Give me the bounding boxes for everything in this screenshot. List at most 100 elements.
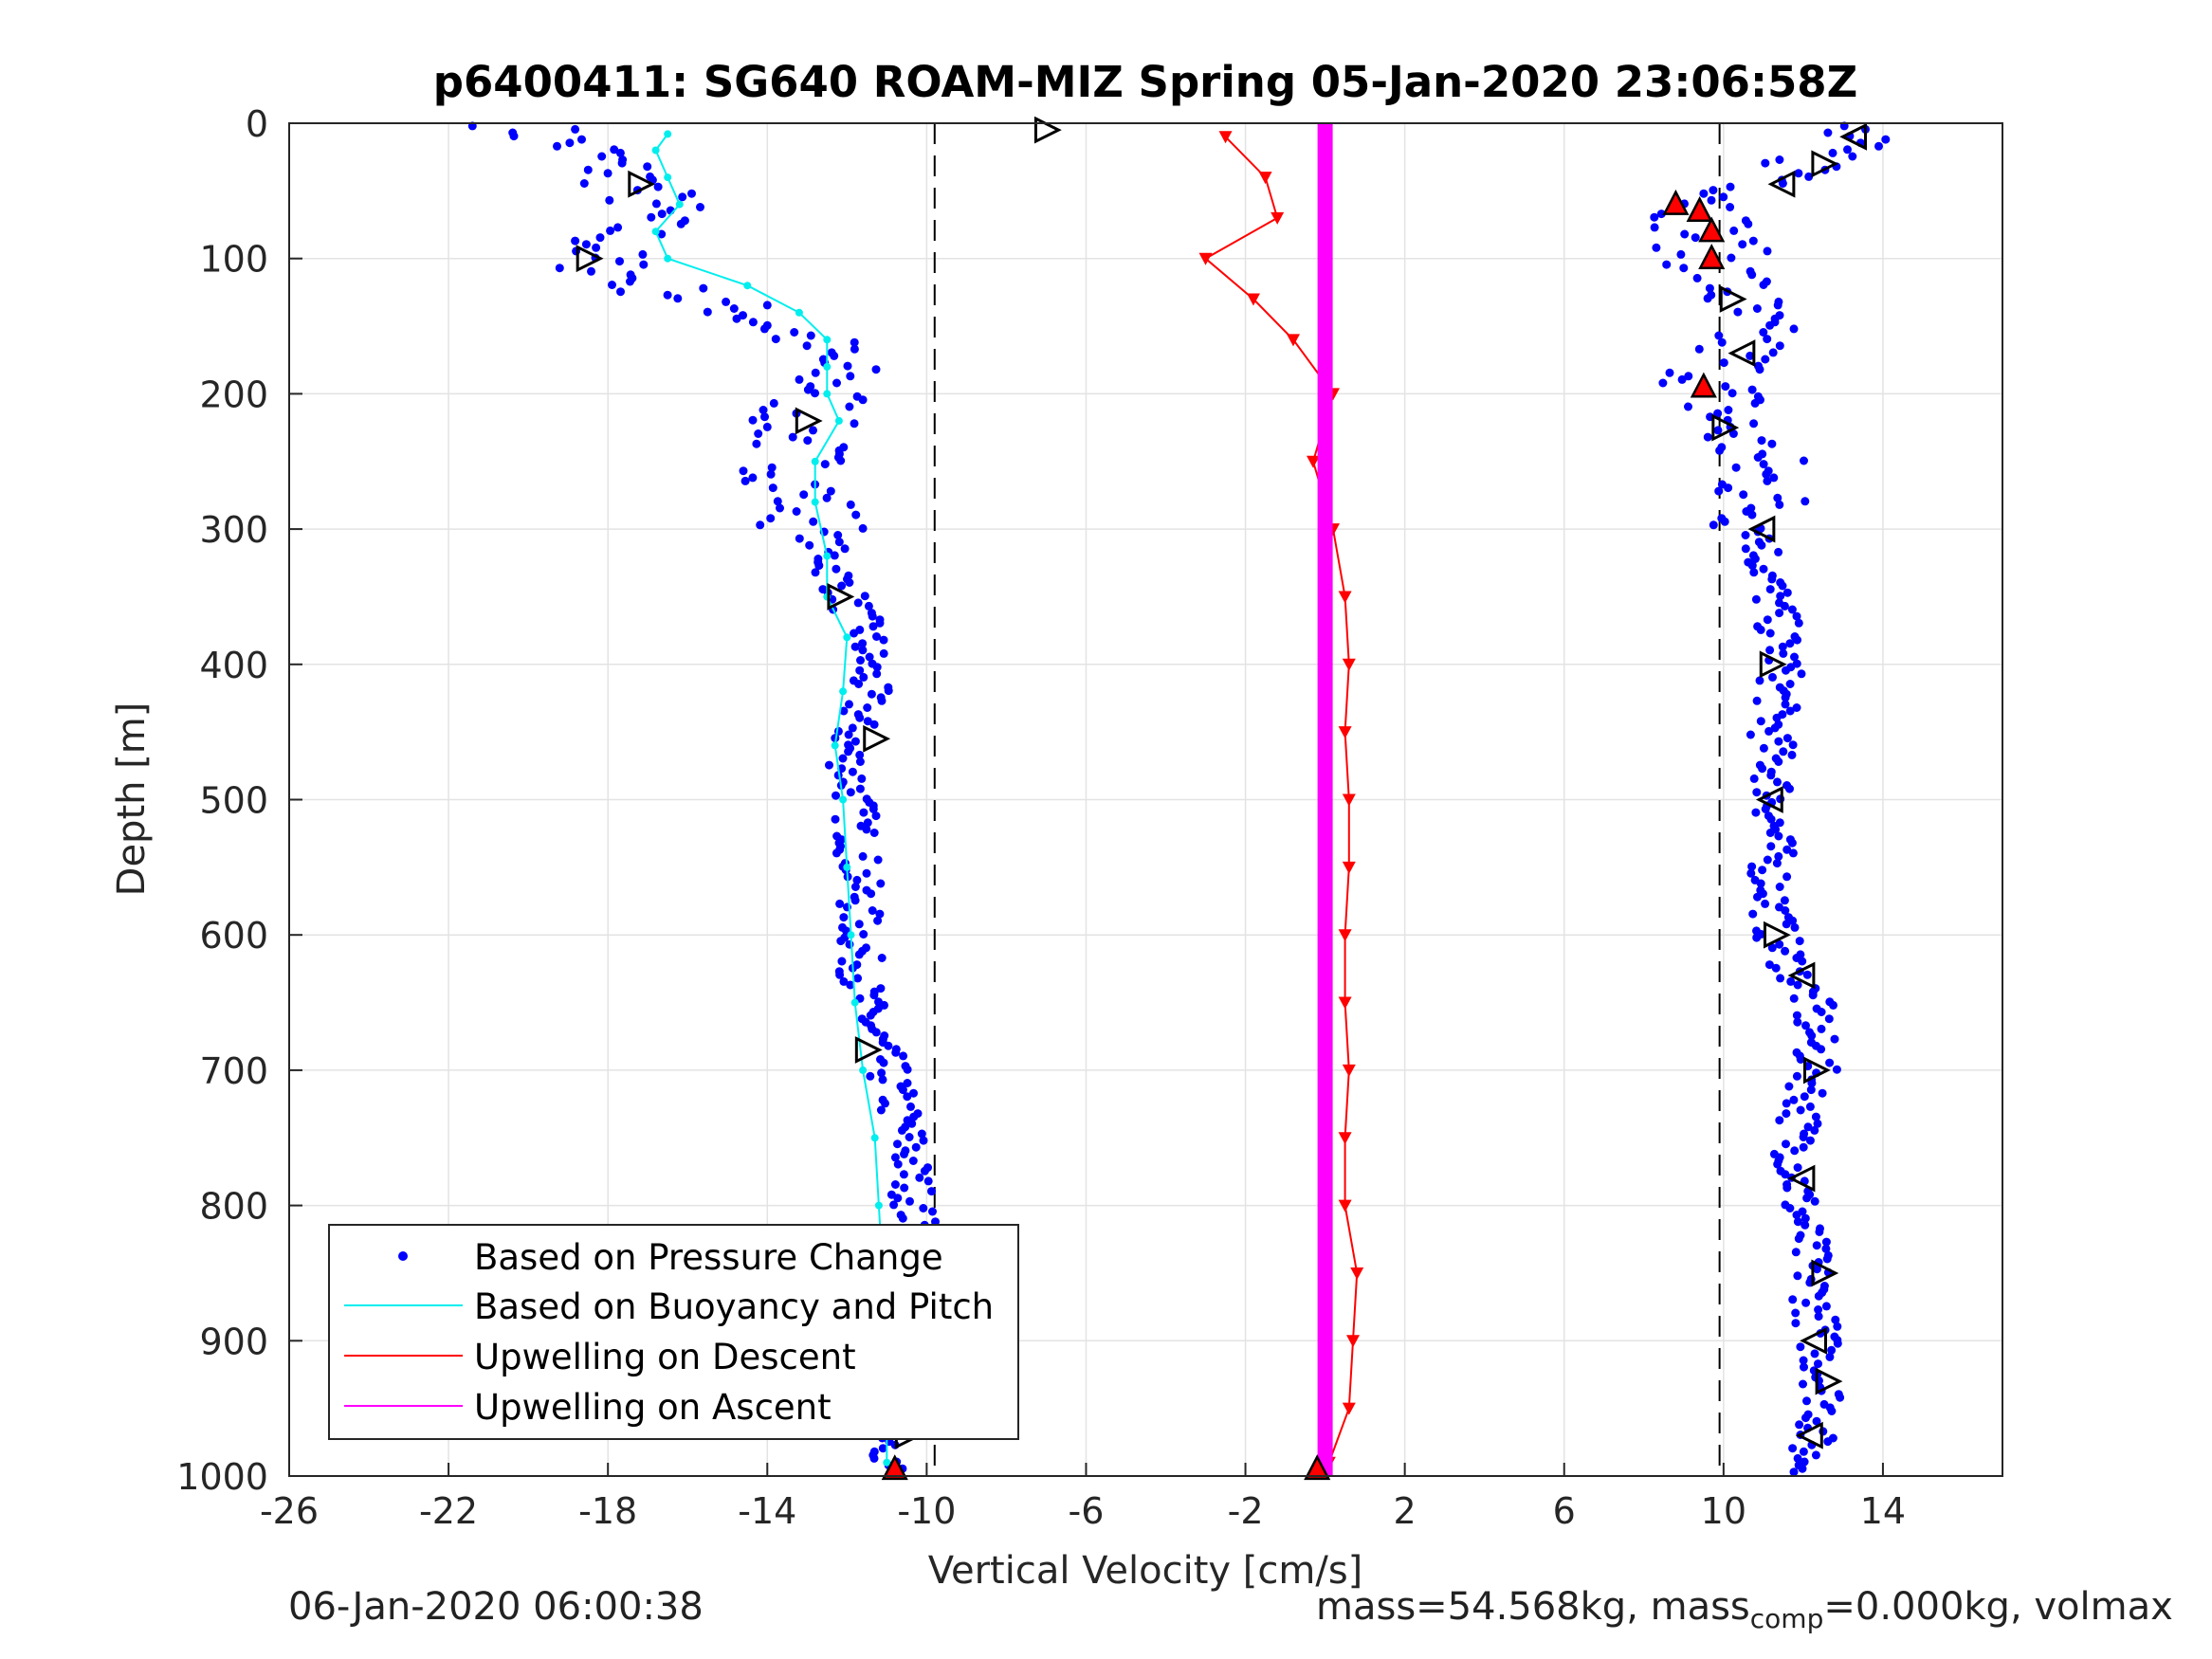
pressure-change-point xyxy=(884,1041,893,1050)
pressure-change-point xyxy=(1782,1183,1792,1193)
descent-marker xyxy=(863,724,891,753)
pressure-change-point xyxy=(846,500,855,509)
pressure-change-point xyxy=(616,287,625,297)
pressure-change-point xyxy=(1800,456,1808,465)
pressure-change-point xyxy=(1765,646,1775,655)
pressure-change-point xyxy=(1785,784,1794,793)
pressure-change-point xyxy=(900,1183,909,1193)
pressure-change-point xyxy=(1756,879,1765,888)
y-tick-label: 0 xyxy=(246,103,268,145)
pressure-change-point xyxy=(1775,155,1784,164)
pressure-change-point xyxy=(1782,1099,1791,1108)
pressure-change-point xyxy=(605,195,614,205)
x-tick-label: -26 xyxy=(260,1490,319,1532)
pressure-change-point xyxy=(893,1194,903,1203)
x-tick-label: -10 xyxy=(897,1490,956,1532)
upwelling-descent-point xyxy=(1342,1402,1356,1415)
pressure-change-point xyxy=(571,236,580,246)
apogee-red-triangle xyxy=(1304,1454,1331,1481)
pressure-change-point xyxy=(920,1166,929,1176)
pressure-change-point xyxy=(1752,696,1762,705)
y-tick-label: 200 xyxy=(199,374,268,415)
pressure-change-point xyxy=(1773,493,1782,502)
pressure-change-point xyxy=(899,1170,908,1179)
pressure-change-point xyxy=(1792,1211,1801,1220)
pressure-change-point xyxy=(872,669,882,679)
pressure-change-point xyxy=(898,1213,907,1223)
pressure-change-point xyxy=(1714,331,1724,340)
pressure-change-point xyxy=(848,723,857,733)
pressure-change-point xyxy=(1821,1237,1831,1247)
pressure-change-point xyxy=(806,331,815,340)
pressure-change-point xyxy=(1769,473,1779,483)
pressure-change-point xyxy=(1755,676,1764,685)
pressure-change-point xyxy=(1766,842,1776,851)
pressure-change-point xyxy=(1803,1122,1813,1132)
pressure-change-point xyxy=(1776,794,1785,804)
pressure-change-point xyxy=(1771,963,1781,973)
pressure-change-point xyxy=(1801,1220,1810,1230)
pressure-change-point xyxy=(1788,1295,1798,1304)
pressure-change-point xyxy=(868,622,878,631)
pressure-change-point xyxy=(1699,189,1709,198)
pressure-change-point xyxy=(1801,1298,1811,1307)
pressure-change-point xyxy=(1759,564,1768,574)
pressure-change-point xyxy=(1733,307,1743,317)
y-tick-label: 600 xyxy=(199,915,268,957)
pressure-change-point xyxy=(826,486,835,496)
pressure-change-point xyxy=(1791,1308,1801,1318)
upwelling-descent-point xyxy=(1338,726,1352,739)
ascent-marker xyxy=(1767,170,1796,198)
pressure-change-point xyxy=(839,706,849,716)
pressure-change-point xyxy=(906,1102,915,1111)
pressure-change-point xyxy=(1757,436,1766,446)
pressure-change-point xyxy=(509,132,519,141)
pressure-change-point xyxy=(1788,740,1798,750)
pressure-change-point xyxy=(1726,182,1735,191)
pressure-change-point xyxy=(1749,568,1759,577)
ascent-marker xyxy=(1763,921,1791,949)
pressure-change-point xyxy=(1749,774,1759,783)
pressure-change-point xyxy=(1810,1125,1819,1135)
pressure-change-point xyxy=(1717,337,1727,347)
pressure-change-point xyxy=(752,439,761,448)
pressure-change-point xyxy=(1843,145,1852,155)
pressure-change-point xyxy=(1805,1136,1815,1145)
pressure-change-point xyxy=(857,774,867,783)
pressure-change-point xyxy=(1703,294,1712,303)
pressure-change-point xyxy=(1713,426,1723,435)
pressure-change-point xyxy=(850,737,860,746)
pressure-change-point xyxy=(606,226,615,235)
pressure-change-point xyxy=(1724,406,1733,414)
pressure-change-point xyxy=(1679,264,1689,273)
pressure-change-point xyxy=(858,523,868,533)
pressure-change-point xyxy=(843,361,852,371)
pressure-change-point xyxy=(905,1133,914,1141)
pressure-change-point xyxy=(863,818,872,828)
upwelling-descent-point xyxy=(1258,172,1272,185)
pressure-change-point xyxy=(1761,158,1770,168)
pressure-change-point xyxy=(858,639,868,648)
pressure-change-point xyxy=(893,1159,903,1169)
pressure-change-point xyxy=(565,138,575,148)
pressure-change-point xyxy=(1801,497,1810,506)
pressure-change-point xyxy=(1789,994,1799,1003)
pressure-change-point xyxy=(581,240,591,249)
pressure-change-point xyxy=(1775,500,1784,509)
pressure-change-point xyxy=(909,1088,918,1098)
pressure-change-point xyxy=(1805,1102,1815,1111)
buoyancy-pitch-point xyxy=(843,633,851,642)
pressure-change-point xyxy=(1773,301,1782,310)
buoyancy-pitch-line xyxy=(654,133,888,1463)
pressure-change-point xyxy=(859,672,868,682)
y-tick-label: 400 xyxy=(199,645,268,686)
pressure-change-point xyxy=(1779,648,1788,658)
ascent-marker xyxy=(1811,1259,1839,1287)
pressure-change-point xyxy=(795,374,804,384)
pressure-change-point xyxy=(1748,909,1758,919)
pressure-change-point xyxy=(1775,609,1784,618)
pressure-change-point xyxy=(653,182,663,191)
pressure-change-point xyxy=(769,398,778,408)
pressure-change-point xyxy=(1798,957,1807,966)
